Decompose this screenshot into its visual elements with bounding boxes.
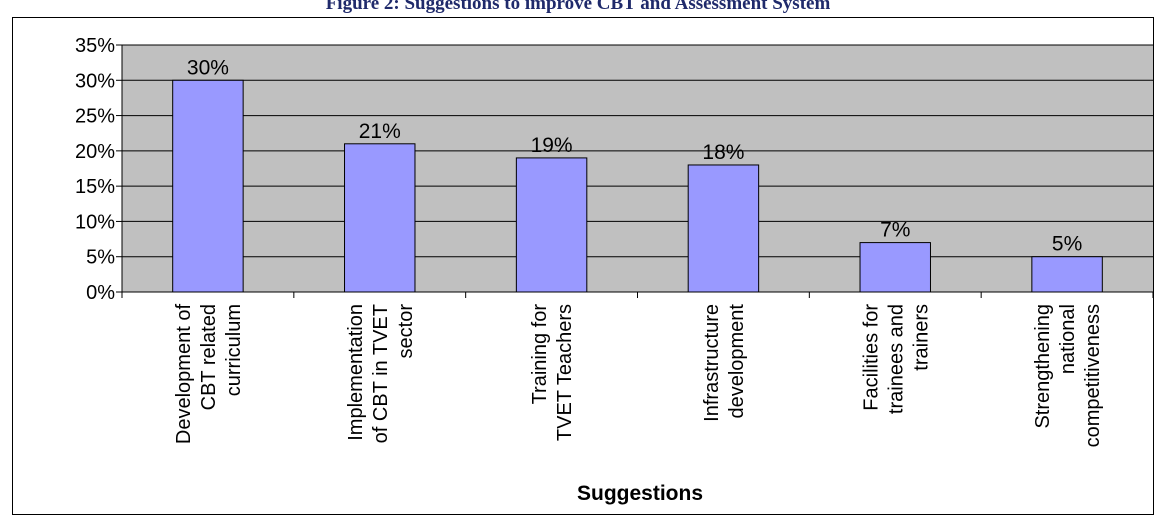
data-label: 19%	[531, 134, 573, 157]
x-tick-label: Training for TVET Teachers	[529, 304, 576, 441]
x-tick-label-line: Training for	[529, 304, 551, 405]
x-tick-label-line: development	[726, 304, 748, 419]
bar	[859, 242, 931, 293]
y-tick-label: 25%	[75, 106, 115, 128]
x-tick-label-line: Strengthening	[1032, 304, 1054, 429]
x-tick-label-line: Infrastructure	[701, 304, 723, 422]
x-tick-label-line: TVET Teachers	[554, 304, 576, 441]
y-tick-labels: 0% 5% 10% 15% 20% 25% 30% 35%	[75, 35, 115, 304]
gridlines	[122, 44, 1153, 258]
bar	[515, 157, 588, 293]
data-label: 21%	[359, 120, 401, 143]
data-label: 7%	[880, 219, 910, 242]
data-label: 30%	[187, 56, 229, 79]
x-tick-label-line: national	[1057, 304, 1079, 374]
x-tick-label: Strengthening national competitiveness	[1032, 304, 1104, 447]
bar	[344, 143, 416, 293]
data-labels: 30% 21% 19% 18% 7% 5%	[187, 56, 1082, 255]
x-tick-label-line: Development of	[173, 304, 195, 445]
bar	[1031, 256, 1103, 293]
y-tick-label: 10%	[75, 211, 115, 233]
data-label: 5%	[1052, 233, 1082, 256]
chart-title: Figure 2: Suggestions to improve CBT and…	[325, 0, 831, 14]
x-tick-label: Facilities for trainees and trainers	[860, 304, 932, 414]
x-tick-label-line: trainees and	[885, 304, 907, 414]
y-tick-label: 5%	[86, 247, 115, 269]
axes	[116, 44, 1154, 298]
bar	[687, 164, 760, 293]
x-tick-label-line: sector	[395, 304, 417, 359]
x-tick-label: Infrastructure development	[701, 304, 748, 422]
x-tick-label-line: trainers	[910, 304, 932, 371]
x-tick-label-line: Implementation	[345, 304, 367, 441]
x-tick-label-line: competitiveness	[1082, 304, 1104, 447]
x-tick-label-line: of CBT in TVET	[370, 304, 392, 443]
x-tick-labels: Development of CBT related curriculum Imple…	[173, 304, 1104, 448]
x-tick-label-line: CBT related	[198, 304, 220, 410]
y-tick-label: 0%	[86, 282, 115, 304]
x-tick-label-line: Facilities for	[860, 304, 882, 411]
x-tick-label: Development of CBT related curriculum	[173, 304, 245, 445]
bars	[172, 79, 1103, 293]
data-label: 18%	[702, 141, 744, 164]
y-tick-label: 20%	[75, 141, 115, 163]
bar	[172, 79, 244, 293]
y-tick-label: 30%	[75, 70, 115, 92]
x-tick-label-line: curriculum	[223, 304, 245, 396]
x-axis-title: Suggestions	[577, 482, 703, 505]
x-tick-label: Implementation of CBT in TVET sector	[345, 304, 417, 444]
plot-area	[122, 45, 1153, 292]
y-tick-label: 15%	[75, 176, 115, 198]
y-tick-label: 35%	[75, 35, 115, 57]
